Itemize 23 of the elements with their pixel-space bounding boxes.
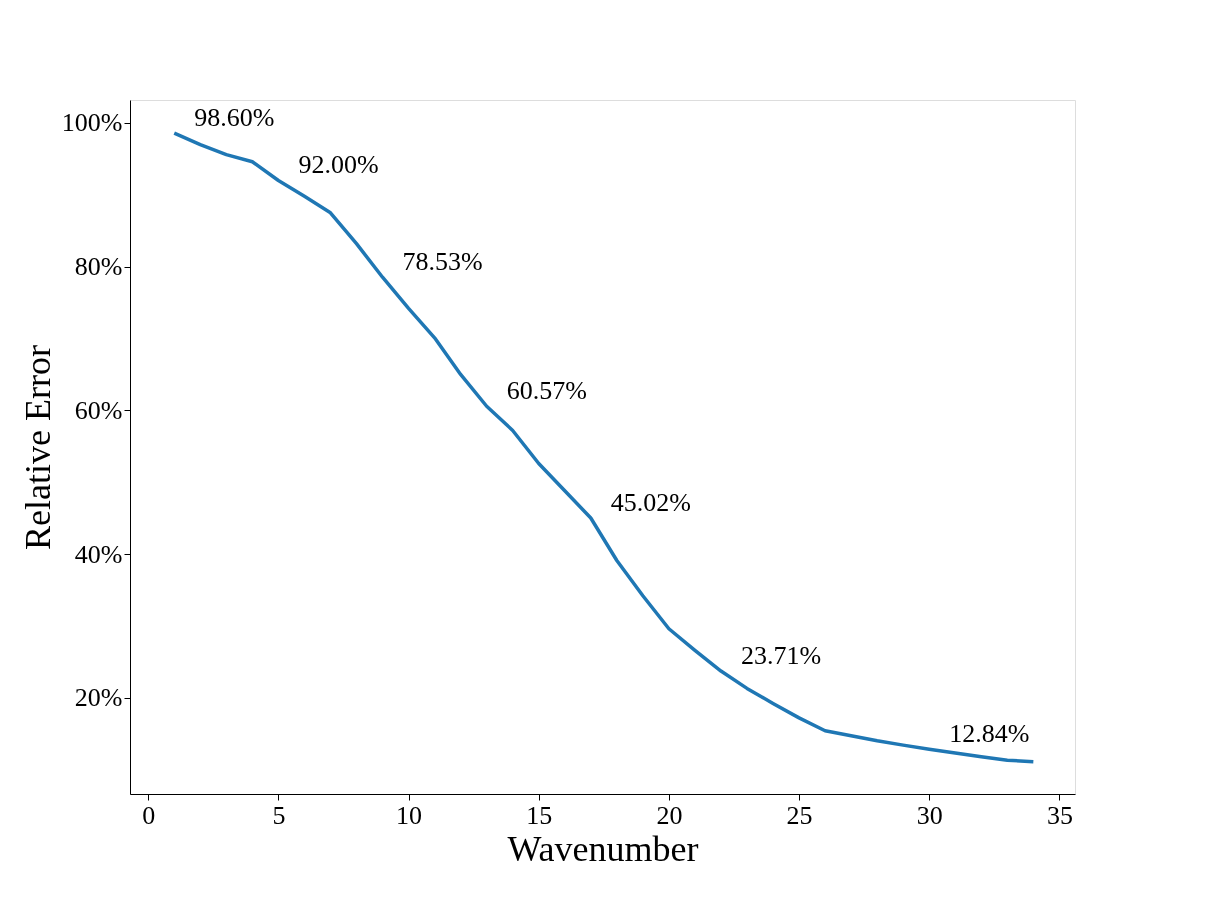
line-series (172, 131, 1036, 764)
x-tick-label: 35 (1046, 800, 1073, 830)
y-tick-label: 60% (74, 395, 123, 425)
x-axis-title: Wavenumber (507, 828, 699, 869)
y-tick-label: 40% (74, 539, 123, 569)
annotation: 45.02% (610, 487, 691, 517)
y-tick-label: 20% (74, 683, 123, 713)
annotation: 60.57% (506, 376, 587, 406)
annotation: 92.00% (298, 150, 379, 180)
annotation: 78.53% (402, 247, 483, 277)
x-tick-label: 15 (526, 800, 553, 830)
x-tick-label: 5 (272, 800, 286, 830)
y-tick-label: 100% (61, 108, 123, 138)
annotation: 12.84% (949, 719, 1030, 749)
y-axis-title: Relative Error (17, 345, 58, 550)
annotation: 98.60% (194, 103, 275, 133)
x-tick-label: 25 (786, 800, 813, 830)
x-tick-label: 10 (396, 800, 423, 830)
x-tick-label: 30 (916, 800, 943, 830)
y-tick-label: 80% (74, 252, 123, 282)
annotation: 23.71% (740, 641, 822, 671)
x-tick-label: 20 (656, 800, 683, 830)
x-tick-label: 0 (142, 800, 156, 830)
